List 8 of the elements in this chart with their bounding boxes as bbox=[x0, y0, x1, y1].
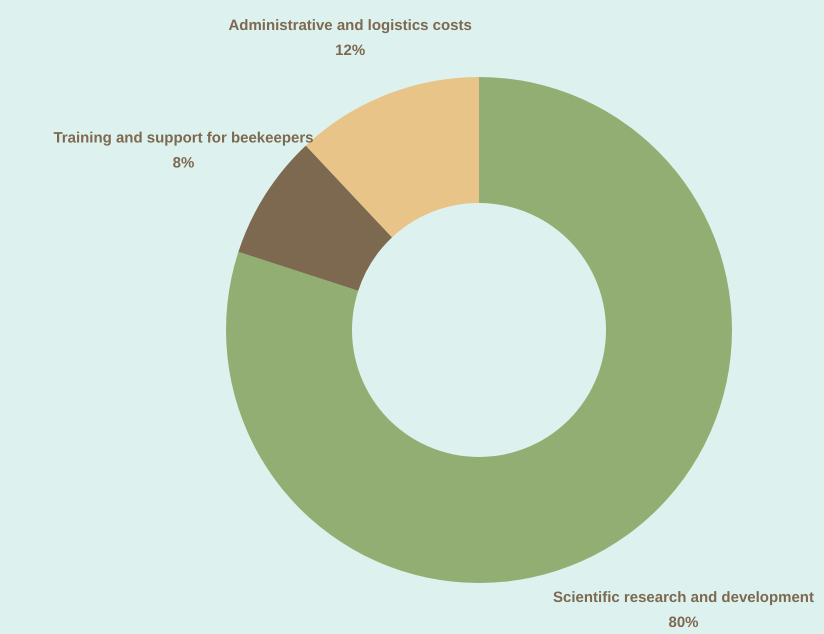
data-label: 8% bbox=[172, 154, 194, 172]
data-label: 80% bbox=[668, 614, 699, 631]
donut-slice bbox=[238, 146, 392, 291]
slice-label: Scientific research and development bbox=[553, 589, 814, 606]
data-label: 12% bbox=[335, 42, 366, 59]
donut-slice bbox=[226, 77, 732, 583]
slice-label: Training and support for beekeepers bbox=[53, 129, 314, 146]
slice-label: Administrative and logistics costs bbox=[228, 17, 472, 34]
